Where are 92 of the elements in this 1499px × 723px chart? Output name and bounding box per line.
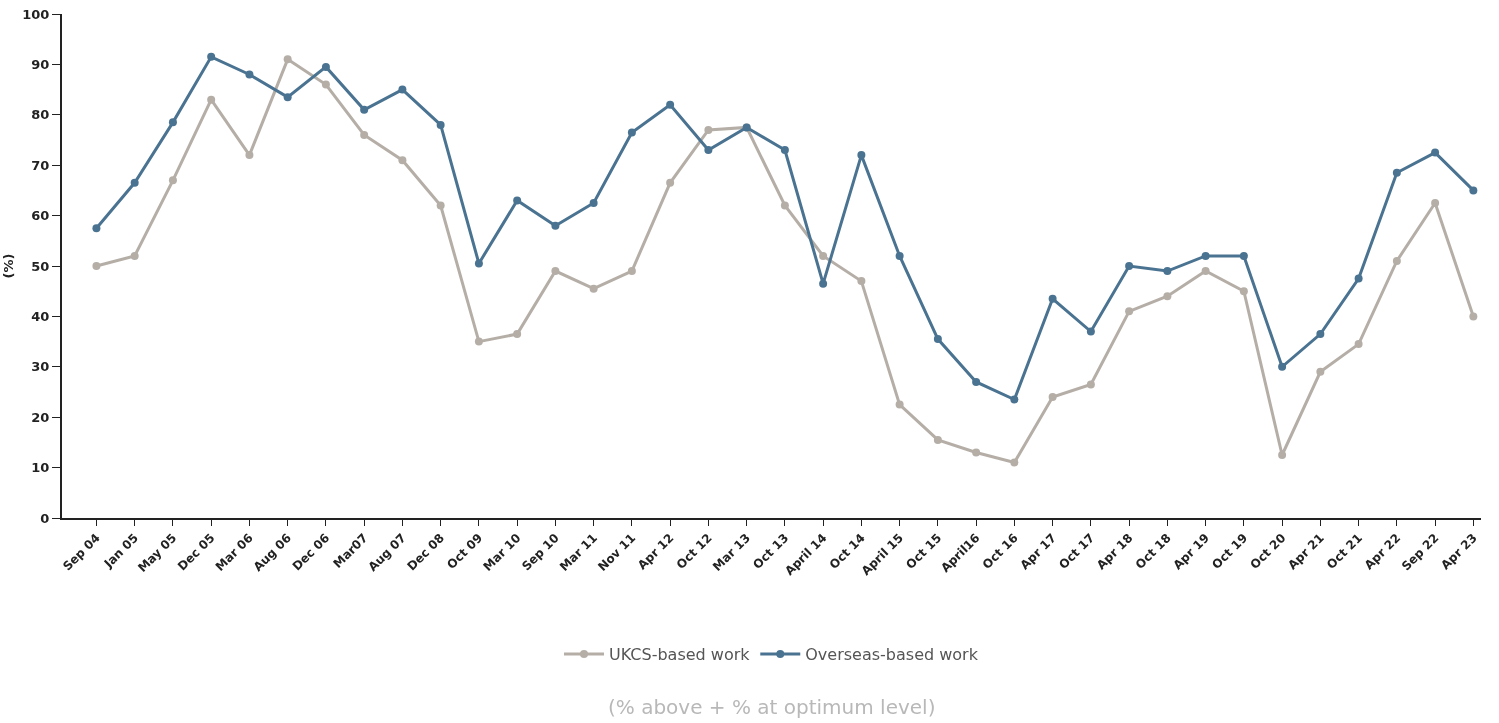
point (666, 178, 675, 187)
point (972, 448, 981, 457)
point (1316, 330, 1325, 339)
point (360, 105, 369, 114)
point (1125, 262, 1134, 270)
point (895, 400, 904, 409)
point (513, 196, 522, 205)
point (1278, 362, 1287, 371)
y-tick-label: 10 (31, 460, 50, 476)
point (130, 251, 139, 260)
point (895, 251, 904, 260)
point (1431, 148, 1440, 157)
point (551, 221, 560, 230)
point (1163, 267, 1172, 276)
y-tick-label: 70 (31, 157, 50, 173)
point (589, 199, 598, 207)
point (589, 284, 598, 293)
point (1239, 287, 1248, 296)
point (130, 178, 139, 187)
point (1201, 267, 1210, 276)
point (207, 52, 216, 61)
point (398, 156, 407, 165)
point (1048, 294, 1057, 303)
y-tick-label: 0 (40, 510, 50, 526)
y-tick-label: 80 (31, 107, 50, 123)
point (933, 335, 942, 344)
point (1010, 395, 1019, 404)
point (1239, 251, 1248, 260)
point (972, 377, 981, 386)
point (245, 70, 254, 79)
point (436, 120, 445, 129)
y-axis-title: (%) (0, 253, 16, 279)
point (474, 337, 483, 346)
point (398, 85, 407, 94)
y-tick-label: 90 (31, 56, 50, 72)
point (283, 55, 292, 64)
point (245, 151, 254, 160)
y-tick-label: 50 (31, 258, 50, 274)
point (704, 146, 713, 155)
point (819, 279, 828, 288)
point (1163, 292, 1172, 301)
point (857, 151, 866, 160)
point (1469, 312, 1478, 321)
point (666, 100, 675, 109)
point (704, 125, 713, 134)
point (1316, 367, 1325, 376)
point (1469, 186, 1478, 195)
point (168, 118, 177, 127)
point (436, 201, 445, 210)
point (1431, 199, 1440, 207)
point (1010, 458, 1019, 467)
point (92, 262, 101, 270)
point (1354, 274, 1363, 283)
x-tick-label: Oct 21 (1324, 530, 1365, 572)
x-tick-label: Oct 16 (979, 530, 1021, 572)
point (321, 62, 330, 71)
x-tick-label: Sep 04 (60, 530, 103, 574)
point (1278, 451, 1287, 459)
point (1125, 307, 1134, 316)
point (513, 330, 522, 339)
point (1086, 380, 1095, 389)
text: (% above + % at optimum level) (608, 695, 936, 719)
point (1048, 393, 1057, 402)
point (321, 80, 330, 89)
point (1354, 340, 1363, 349)
point (780, 146, 789, 155)
point (1392, 168, 1401, 177)
point (168, 176, 177, 185)
y-tick-label: 100 (22, 6, 50, 22)
point (1392, 256, 1401, 265)
x-tick-label: Oct 18 (1132, 530, 1174, 572)
point (857, 277, 866, 286)
point (1201, 251, 1210, 260)
point (207, 95, 216, 104)
y-tick-label: 60 (31, 208, 50, 224)
point (92, 224, 101, 233)
point (627, 267, 636, 276)
point (360, 130, 369, 139)
point (474, 259, 483, 268)
point (627, 128, 636, 137)
x-tick-label: Oct 17 (1056, 530, 1098, 572)
point (1086, 327, 1095, 336)
y-tick-label: 40 (31, 308, 50, 324)
legend-label: Overseas-based work (805, 645, 979, 665)
point (780, 201, 789, 210)
point (283, 93, 292, 102)
point (933, 435, 942, 444)
y-tick-label: 20 (31, 409, 50, 425)
legend-label: UKCS-based work (609, 645, 751, 665)
point (551, 267, 560, 276)
y-tick-label: 30 (31, 359, 50, 375)
point (819, 251, 828, 260)
